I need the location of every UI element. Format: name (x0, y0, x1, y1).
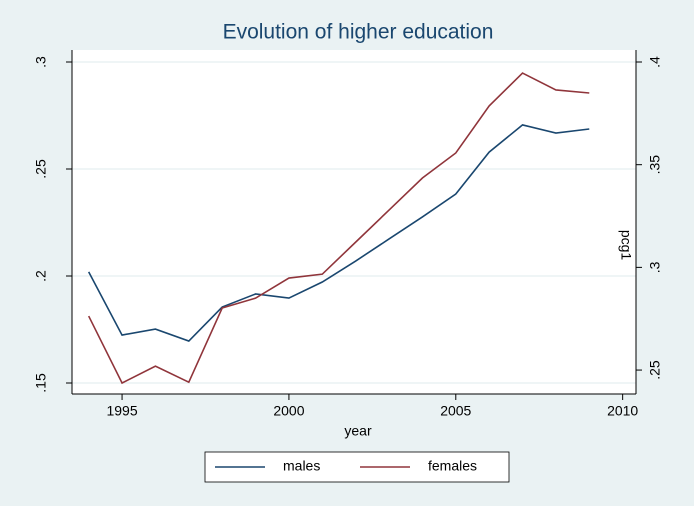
y-tick-label: .15 (33, 373, 49, 393)
y-tick-label: .25 (33, 159, 49, 179)
x-axis-title: year (344, 423, 372, 439)
x-tick-label: 1995 (106, 403, 137, 419)
series-line (87, 124, 590, 342)
y2-tick-label: .25 (647, 360, 663, 380)
x-tick-label: 2000 (273, 403, 304, 419)
y-tick-label: .2 (33, 270, 49, 282)
y2-tick-label: .4 (647, 56, 663, 68)
chart-title: Evolution of higher education (223, 21, 494, 44)
series-line (87, 72, 590, 385)
plot-area (72, 50, 636, 394)
legend-label: females (428, 458, 477, 474)
y2-axis-title: pcg1 (618, 230, 634, 261)
y2-tick-label: .3 (647, 261, 663, 273)
y-tick-label: .3 (33, 56, 49, 68)
x-tick-label: 2010 (607, 403, 638, 419)
legend-label: males (283, 458, 320, 474)
y2-tick-label: .35 (647, 155, 663, 175)
x-tick-label: 2005 (440, 403, 471, 419)
